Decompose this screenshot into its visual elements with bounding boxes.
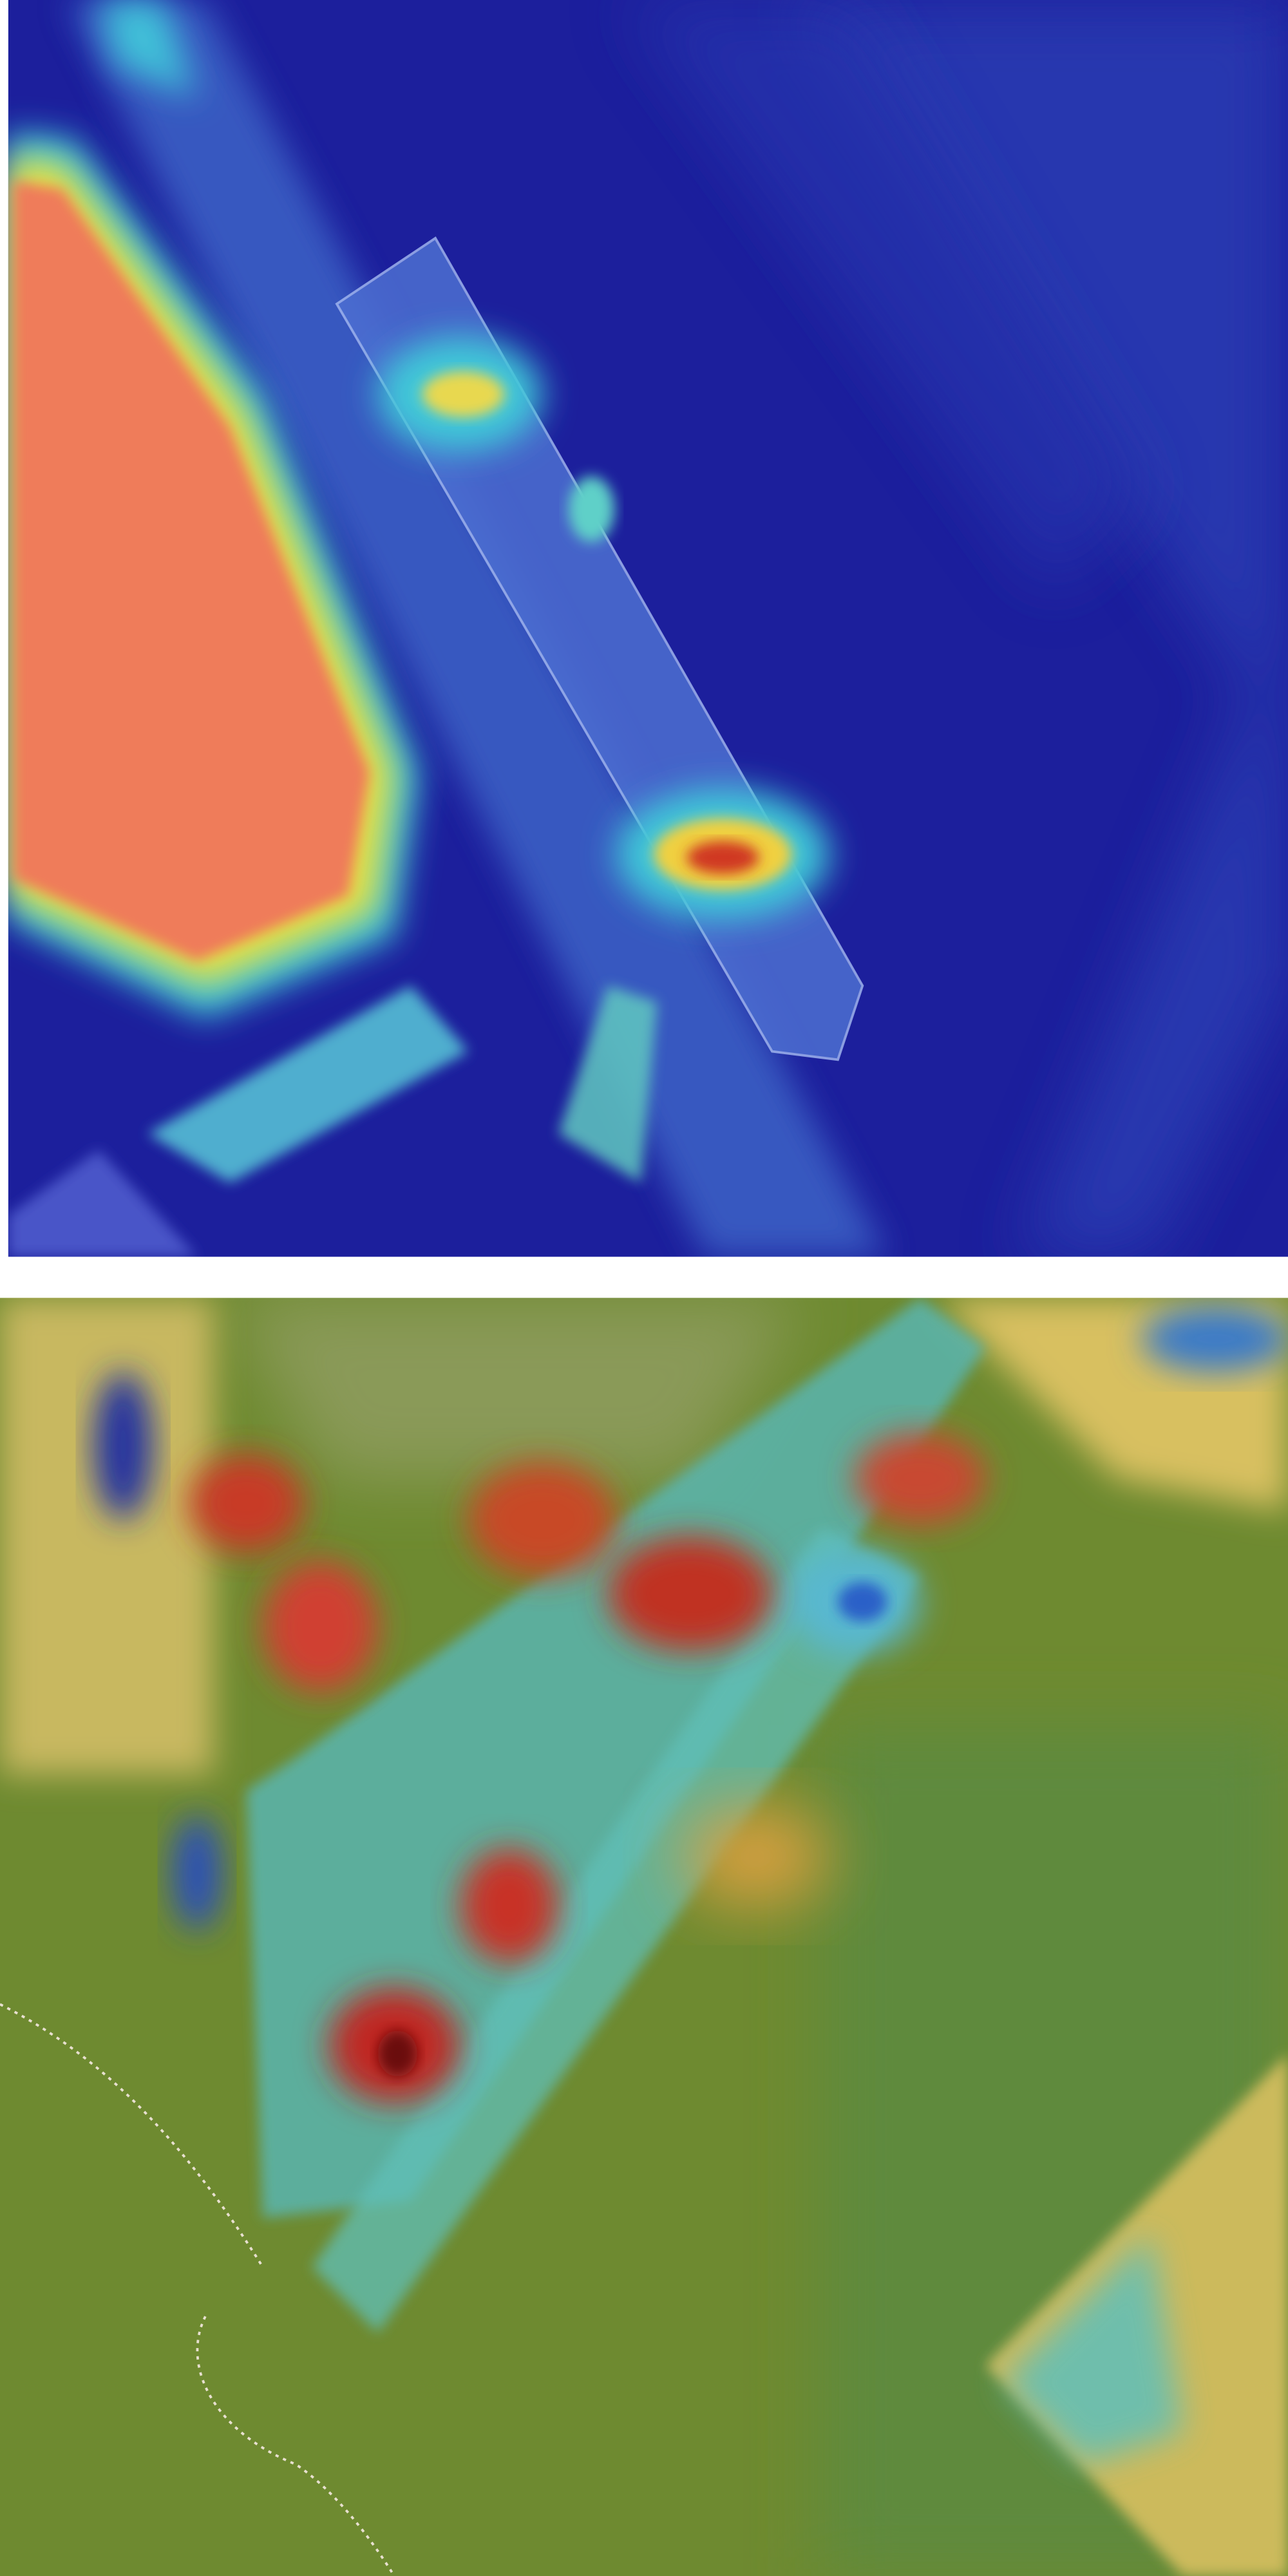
cold-spot xyxy=(838,1582,887,1622)
hot-spot xyxy=(468,1462,616,1577)
dock-structure xyxy=(1002,2234,1183,2465)
sea-glow xyxy=(788,0,1288,1257)
land-left xyxy=(0,1298,214,1775)
cold-spot xyxy=(1141,1306,1288,1372)
coastline xyxy=(0,2003,264,2268)
pier xyxy=(312,1528,920,2333)
hot-region xyxy=(13,180,370,961)
bottom-heatmap xyxy=(0,1298,1288,2576)
hot-spot xyxy=(607,1536,772,1651)
pier-glow xyxy=(99,0,198,99)
hot-spot xyxy=(263,1560,378,1692)
cold-spot xyxy=(93,1372,153,1520)
top-heatmap xyxy=(8,0,1288,1257)
hotspot-core xyxy=(687,841,759,875)
hot-core xyxy=(377,2031,417,2077)
pier xyxy=(246,1298,986,2218)
building xyxy=(147,985,469,1183)
sea-glow xyxy=(624,0,1150,592)
building xyxy=(558,985,658,1183)
hot-spot xyxy=(189,1454,304,1553)
land xyxy=(230,1298,806,1479)
hot-spot xyxy=(854,1432,986,1525)
hot-spot xyxy=(460,1848,559,1964)
warm-spot xyxy=(681,1807,830,1906)
hotspot xyxy=(568,476,615,542)
pier xyxy=(66,0,887,1257)
building xyxy=(8,1150,198,1257)
hotspot xyxy=(422,371,505,417)
cold-spot xyxy=(172,1815,222,1931)
